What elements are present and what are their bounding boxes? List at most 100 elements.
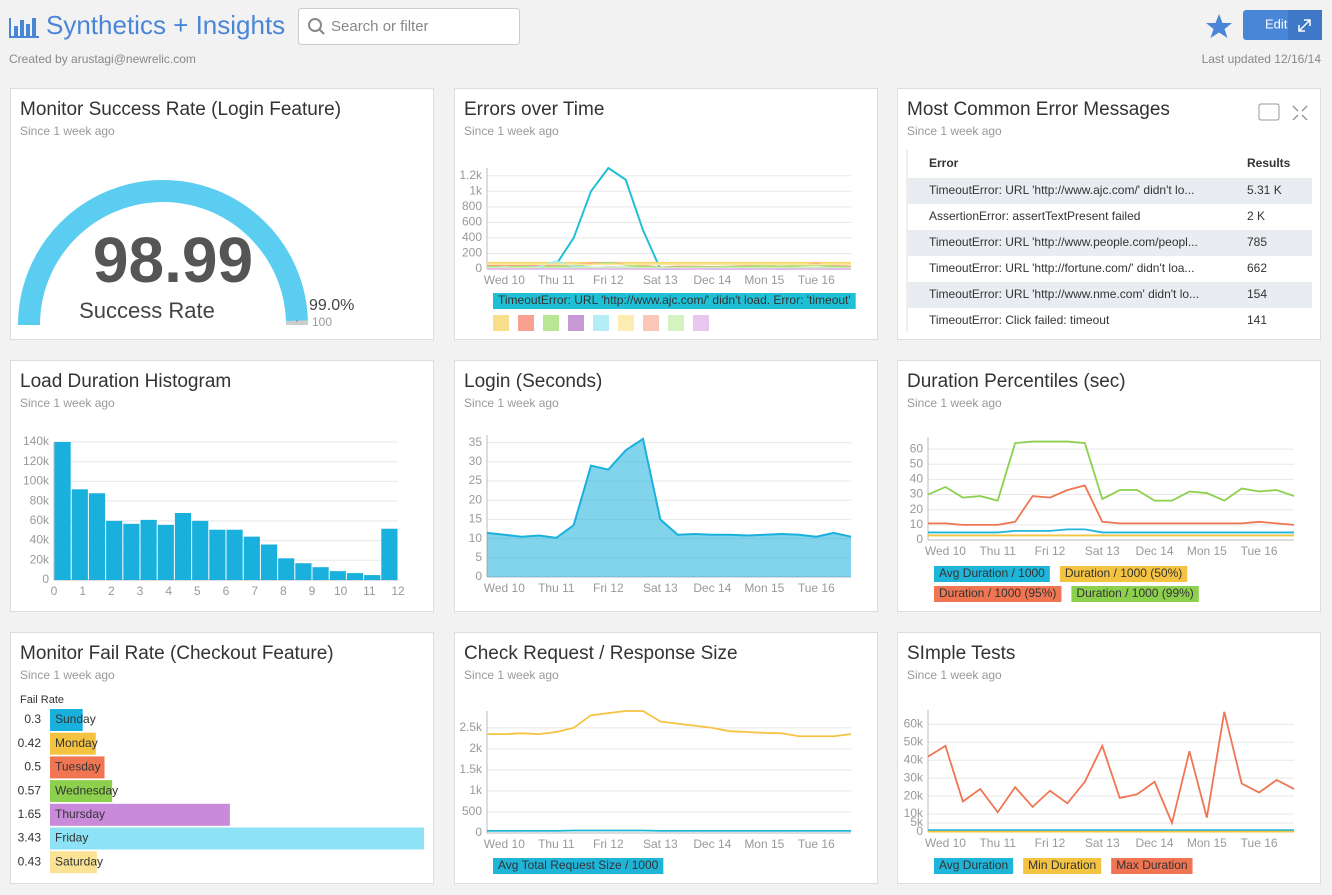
bar xyxy=(50,732,96,755)
legend-box xyxy=(1059,566,1188,582)
panel: Check Request / Response Size Since 1 wee… xyxy=(454,632,878,884)
legend-label: Duration / 1000 (95%) xyxy=(939,586,1056,600)
edit-label: Edit xyxy=(1265,16,1288,31)
x-tick-label: Dec 14 xyxy=(1136,836,1174,850)
table-row-bg xyxy=(907,178,1312,204)
panel: Monitor Fail Rate (Checkout Feature) Sinc… xyxy=(10,632,434,884)
y-tick-label: 0 xyxy=(916,824,923,838)
x-tick-label: Sat 13 xyxy=(1085,544,1120,558)
bar-category: Monday xyxy=(55,736,98,750)
legend-swatch xyxy=(618,315,634,331)
histogram-bar xyxy=(329,571,346,580)
panel-subtitle: Since 1 week ago xyxy=(20,668,115,682)
x-tick-label: Dec 14 xyxy=(693,273,731,287)
histogram-bar xyxy=(71,489,88,580)
x-tick-label: Thu 11 xyxy=(538,273,575,287)
table-cell: 662 xyxy=(1247,261,1267,275)
favorite-star[interactable] xyxy=(1206,14,1232,38)
bar xyxy=(50,851,97,874)
y-tick-label: 15 xyxy=(469,512,483,526)
series-line xyxy=(928,528,1294,534)
y-tick-label: 25 xyxy=(469,473,483,487)
x-tick-label: Dec 14 xyxy=(693,581,731,595)
x-tick-label: Wed 10 xyxy=(925,836,966,850)
x-tick-label: 1 xyxy=(79,584,86,598)
x-tick-label: Fri 12 xyxy=(1035,544,1066,558)
bar-category: Tuesday xyxy=(55,760,101,774)
x-tick-label: 12 xyxy=(391,584,405,598)
panel: Duration Percentiles (sec) Since 1 week a… xyxy=(897,360,1321,612)
table-cell: TimeoutError: URL 'http://www.ajc.com/' … xyxy=(929,183,1194,197)
histogram-bar xyxy=(140,519,157,580)
x-tick-label: 6 xyxy=(223,584,230,598)
histogram-bar xyxy=(88,493,106,580)
x-tick-label: Sat 13 xyxy=(643,581,678,595)
panel-subtitle: Since 1 week ago xyxy=(464,396,559,410)
x-tick-label: 10 xyxy=(334,584,348,598)
table-cell: TimeoutError: URL 'http://www.nme.com' d… xyxy=(929,287,1199,301)
app-icon xyxy=(9,18,39,38)
histogram-bar xyxy=(346,573,364,580)
y-tick-label: 50 xyxy=(910,456,924,470)
histogram-bar xyxy=(192,520,209,580)
bar-value: 0.42 xyxy=(18,736,42,750)
console-icon[interactable] xyxy=(1258,103,1280,121)
panel: Most Common Error Messages Since 1 week a… xyxy=(897,88,1321,340)
x-tick-label: 2 xyxy=(108,584,115,598)
search-icon-handle xyxy=(318,28,325,35)
legend-swatch xyxy=(668,315,684,331)
table-cell: TimeoutError: URL 'http://www.people.com… xyxy=(929,235,1198,249)
bar-value: 0.5 xyxy=(24,760,41,774)
y-tick-label: 0 xyxy=(475,569,482,583)
bar-value: 0.43 xyxy=(18,854,42,868)
panel-bg xyxy=(897,632,1321,884)
legend-swatch xyxy=(593,315,609,331)
panel-subtitle: Since 1 week ago xyxy=(907,668,1002,682)
legend-box xyxy=(934,586,1062,602)
y-tick-label: 5 xyxy=(475,550,482,564)
legend-label: TimeoutError: URL 'http://www.ajc.com/' … xyxy=(498,293,851,307)
histogram-bar xyxy=(312,567,329,580)
series-line xyxy=(927,711,1295,826)
y-tick-label: 50k xyxy=(904,734,924,748)
table-row-bg xyxy=(907,282,1312,308)
histogram-bar xyxy=(243,536,260,580)
panel-title: Errors over Time xyxy=(464,99,604,120)
y-tick-label: 60k xyxy=(30,513,50,527)
axis-label: Fail Rate xyxy=(20,694,64,706)
y-tick-label: 200 xyxy=(462,246,482,260)
x-tick-label: Wed 10 xyxy=(484,837,525,851)
y-tick-label: 2k xyxy=(469,741,483,755)
y-tick-label: 20 xyxy=(910,502,924,516)
y-tick-label: 100k xyxy=(23,474,50,488)
legend-label: Avg Duration / 1000 xyxy=(939,566,1045,580)
panel-title: Monitor Success Rate (Login Feature) xyxy=(20,99,341,120)
legend-label: Duration / 1000 (99%) xyxy=(1076,586,1193,600)
series-line xyxy=(927,440,1295,502)
legend-box xyxy=(934,858,1014,874)
y-tick-label: 30k xyxy=(904,770,924,784)
y-tick-label: 1.2k xyxy=(459,168,483,182)
x-tick-label: Sat 13 xyxy=(1085,836,1120,850)
bar xyxy=(50,780,113,803)
y-tick-label: 2.5k xyxy=(459,720,483,734)
x-tick-label: 9 xyxy=(309,584,316,598)
x-tick-label: 3 xyxy=(137,584,144,598)
legend-swatch xyxy=(568,315,584,331)
legend-swatch xyxy=(518,315,534,331)
search-box[interactable] xyxy=(298,8,520,45)
x-tick-label: 11 xyxy=(363,584,376,598)
bar xyxy=(50,827,424,850)
legend-box xyxy=(934,566,1050,582)
y-tick-label: 0 xyxy=(475,825,482,839)
histogram-bar xyxy=(157,524,174,580)
expand-icon[interactable] xyxy=(1292,105,1308,121)
x-tick-label: 8 xyxy=(280,584,287,598)
y-tick-label: 40 xyxy=(910,472,924,486)
y-tick-label: 400 xyxy=(462,230,482,244)
panel-subtitle: Since 1 week ago xyxy=(464,124,559,138)
panel-subtitle: Since 1 week ago xyxy=(20,124,115,138)
x-tick-label: Wed 10 xyxy=(484,581,525,595)
bar-category: Sunday xyxy=(55,712,96,726)
